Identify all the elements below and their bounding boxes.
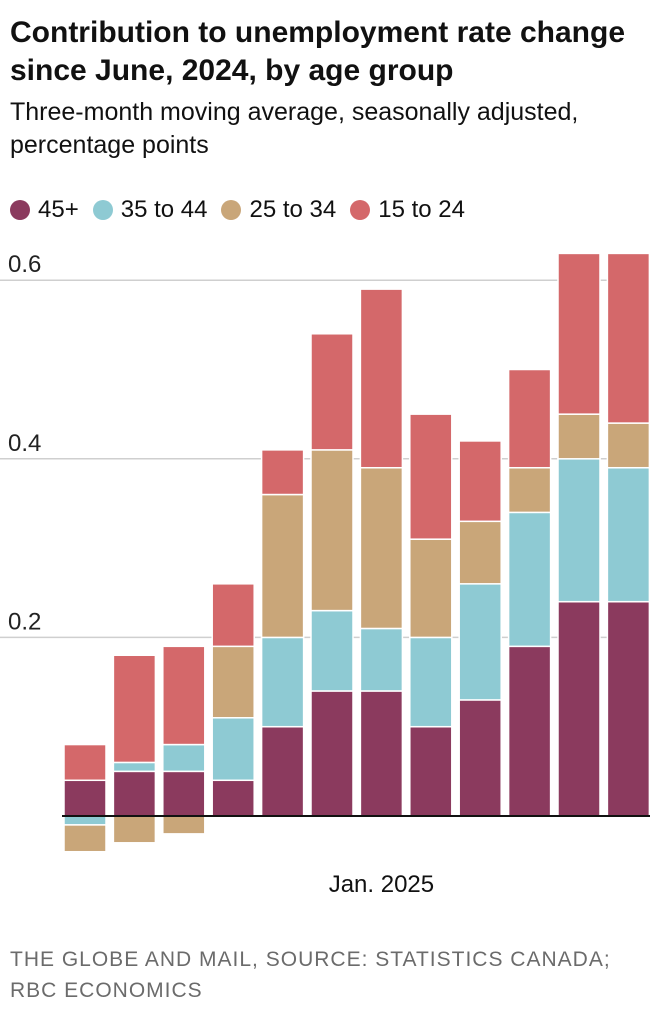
legend-item-35-to-44: 35 to 44	[92, 196, 208, 224]
bar-segment-15-to-24	[557, 252, 601, 415]
bar-segment-15-to-24	[458, 440, 502, 523]
bar-segment-45-plus	[409, 725, 453, 817]
bar-segment-25-to-34	[458, 520, 502, 585]
y-tick-label: 0.2	[8, 608, 41, 635]
chart-subtitle: Three-month moving average, seasonally a…	[10, 98, 579, 159]
legend-label-45-plus: 45+	[38, 196, 79, 223]
bar-segment-15-to-24	[63, 743, 107, 782]
bar-segment-35-to-44	[112, 761, 157, 773]
bar-segment-25-to-34	[211, 645, 255, 719]
bar-segment-35-to-44	[260, 636, 305, 728]
bars	[63, 252, 651, 853]
bar-segment-45-plus	[211, 779, 255, 817]
bar-segment-45-plus	[260, 725, 305, 817]
legend-swatch-45-plus	[10, 200, 30, 220]
bar-segment-45-plus	[112, 770, 157, 817]
bar-segment-15-to-24	[359, 288, 404, 469]
bar-segment-35-to-44	[63, 815, 107, 826]
bar-segment-15-to-24	[310, 333, 354, 451]
bar-segment-45-plus	[507, 645, 552, 817]
y-tick-label: 0.6	[8, 251, 41, 278]
bar-segment-15-to-24	[112, 654, 157, 764]
legend-label-15-to-24: 15 to 24	[378, 196, 465, 223]
bar-segment-15-to-24	[211, 583, 255, 648]
x-tick-label: Jan. 2025	[329, 871, 434, 898]
bar-segment-25-to-34	[409, 538, 453, 639]
legend-swatch-25-to-34	[221, 200, 242, 220]
bar-segment-45-plus	[63, 779, 107, 817]
bar-segment-35-to-44	[458, 583, 502, 701]
bar-segment-45-plus	[557, 600, 601, 817]
bar-segment-45-plus	[606, 600, 651, 817]
bar-segment-45-plus	[162, 770, 206, 817]
legend: 45+ 35 to 44 25 to 34 15 to 24	[10, 192, 479, 228]
bar-segment-25-to-34	[310, 449, 354, 612]
y-tick-label: 0.4	[8, 430, 41, 457]
legend-label-35-to-44: 35 to 44	[120, 196, 208, 223]
bar-segment-15-to-24	[260, 449, 305, 496]
bar-segment-35-to-44	[359, 627, 404, 692]
x-axis-ticks: Jan. 2025	[329, 871, 434, 898]
legend-swatch-15-to-24	[350, 200, 371, 220]
bar-segment-25-to-34	[359, 466, 404, 630]
bar-segment-45-plus	[310, 690, 354, 817]
legend-item-15-to-24: 15 to 24	[350, 196, 465, 224]
legend-item-25-to-34: 25 to 34	[221, 196, 336, 224]
bar-segment-25-to-34	[162, 815, 206, 835]
chart-title: Contribution to unemployment rate change…	[10, 16, 626, 87]
bar-segment-15-to-24	[409, 413, 453, 540]
bar-segment-35-to-44	[507, 511, 552, 648]
bar-segment-35-to-44	[310, 609, 354, 692]
bar-segment-25-to-34	[63, 824, 107, 853]
bar-segment-35-to-44	[557, 458, 601, 603]
bar-segment-25-to-34	[557, 413, 601, 460]
bar-segment-15-to-24	[507, 368, 552, 469]
bar-segment-25-to-34	[112, 815, 157, 844]
legend-swatch-35-to-44	[92, 200, 113, 220]
bar-segment-35-to-44	[606, 466, 651, 603]
bar-segment-35-to-44	[409, 636, 453, 728]
bar-segment-15-to-24	[606, 252, 651, 424]
bar-segment-15-to-24	[162, 645, 206, 746]
bar-segment-45-plus	[458, 699, 502, 817]
legend-label-25-to-34: 25 to 34	[249, 196, 337, 223]
bar-segment-25-to-34	[507, 466, 552, 514]
bar-segment-25-to-34	[260, 493, 305, 639]
bar-segment-35-to-44	[211, 717, 255, 782]
stacked-bar-chart: 0.2 0.4 0.6 Jan. 2025	[0, 251, 651, 898]
bar-segment-25-to-34	[606, 422, 651, 469]
legend-item-45-plus: 45+	[10, 196, 79, 224]
y-axis-ticks: 0.2 0.4 0.6	[8, 251, 41, 635]
bar-segment-45-plus	[359, 690, 404, 817]
bar-segment-35-to-44	[162, 743, 206, 773]
source-note: THE GLOBE AND MAIL, SOURCE: STATISTICS C…	[10, 948, 611, 1002]
